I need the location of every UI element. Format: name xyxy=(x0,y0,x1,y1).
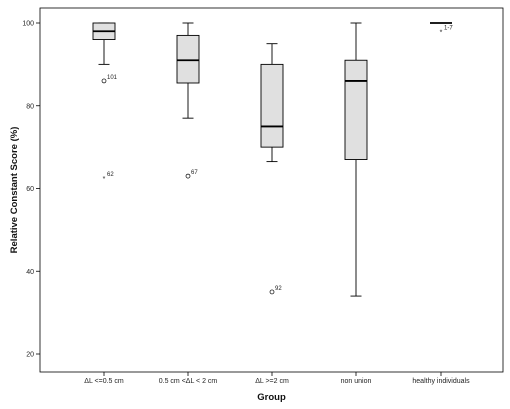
x-axis-ticks: ΔL <=0.5 cm 0.5 cm <ΔL < 2 cm ΔL >=2 cm non… xyxy=(84,372,470,385)
box-group xyxy=(260,43,284,163)
outlier-star: * xyxy=(440,29,443,36)
outlier-label: 1-7 xyxy=(444,25,453,31)
x-tick-label: 0.5 cm <ΔL < 2 cm xyxy=(159,378,218,385)
y-axis-title: Relative Constant Score (%) xyxy=(9,127,20,254)
plot-border xyxy=(39,7,504,373)
boxes xyxy=(92,22,452,297)
plot-frame xyxy=(39,7,504,373)
box-iqr xyxy=(344,59,368,160)
outlier-label: 92 xyxy=(275,286,282,292)
box-group xyxy=(176,22,200,119)
outlier-circle xyxy=(185,173,191,179)
box-group xyxy=(344,22,368,297)
outlier-label: 67 xyxy=(191,170,198,176)
outlier-circle xyxy=(269,289,275,295)
y-tick-label: 80 xyxy=(26,103,34,110)
box-iqr xyxy=(260,63,284,148)
outlier-star: * xyxy=(103,176,106,183)
y-tick-label: 20 xyxy=(26,352,34,359)
y-tick-label: 60 xyxy=(26,186,34,193)
y-axis-ticks: 20 40 60 80 100 xyxy=(22,21,40,359)
outlier-label: 101 xyxy=(107,75,118,81)
x-tick-label: healthy individuals xyxy=(412,378,470,385)
outlier-label: 62 xyxy=(107,172,114,178)
x-axis-title: Group xyxy=(257,392,286,403)
y-tick-label: 40 xyxy=(26,269,34,276)
outlier-circle xyxy=(101,78,107,84)
x-tick-label: ΔL >=2 cm xyxy=(255,378,289,385)
box-group xyxy=(92,22,116,65)
y-tick-label: 100 xyxy=(22,21,34,28)
x-tick-label: non union xyxy=(341,378,372,385)
box-iqr xyxy=(176,34,200,84)
x-tick-label: ΔL <=0.5 cm xyxy=(84,378,124,385)
